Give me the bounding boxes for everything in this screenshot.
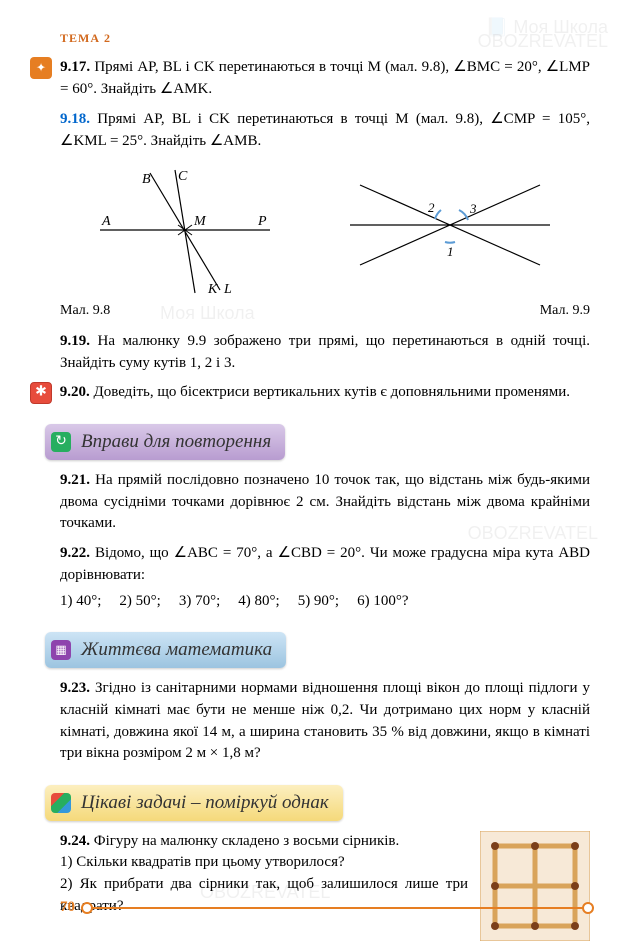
- problem-number: 9.19.: [60, 333, 90, 349]
- problem-number: 9.23.: [60, 680, 90, 696]
- problem-number: 9.24.: [60, 833, 90, 849]
- problem-text: Відомо, що ∠ABC = 70°, а ∠CBD = 20°. Чи …: [60, 545, 590, 583]
- problem-text: Прямі AP, BL і CK перетинаються в точці …: [60, 111, 590, 149]
- section-title: Життєва математика: [81, 639, 272, 660]
- option: 6) 100°?: [357, 591, 408, 613]
- svg-text:B: B: [142, 172, 151, 187]
- matches-figure: [480, 831, 590, 941]
- problem-9-20: 9.20. Доведіть, що бісектриси вертикальн…: [60, 382, 590, 404]
- problem-number: 9.22.: [60, 545, 90, 561]
- figure-caption: Мал. 9.9: [540, 301, 590, 321]
- problem-text: Доведіть, що бісектриси вертикальних кут…: [94, 384, 571, 400]
- problem-text: На малюнку 9.9 зображено три прямі, що п…: [60, 333, 590, 371]
- section-review: Вправи для повторення: [45, 424, 285, 460]
- problem-9-17: 9.17. Прямі AP, BL і CK перетинаються в …: [60, 57, 590, 101]
- section-life-math: Життєва математика: [45, 632, 286, 668]
- svg-text:L: L: [223, 282, 232, 295]
- section-title: Цікаві задачі – поміркуй однак: [81, 792, 329, 813]
- refresh-icon: [51, 432, 71, 452]
- problem-9-18: 9.18. Прямі AP, BL і CK перетинаються в …: [60, 109, 590, 153]
- figure-9-9: 2 3 1: [340, 170, 560, 290]
- option: 3) 70°;: [179, 591, 220, 613]
- page-footer: 70: [60, 897, 590, 919]
- svg-text:P: P: [257, 214, 267, 229]
- option: 5) 90°;: [298, 591, 339, 613]
- notebook-icon: [51, 640, 71, 660]
- problem-9-24: 9.24. Фігуру на малюнку складено з восьм…: [60, 831, 590, 941]
- section-interesting: Цікаві задачі – поміркуй однак: [45, 785, 343, 821]
- cube-icon: [51, 793, 71, 813]
- svg-text:1: 1: [447, 244, 454, 259]
- page-number: 70: [60, 897, 75, 919]
- section-title: Вправи для повторення: [81, 431, 271, 452]
- option: 1) 40°;: [60, 591, 101, 613]
- answer-options: 1) 40°; 2) 50°; 3) 70°; 4) 80°; 5) 90°; …: [60, 591, 590, 613]
- option: 4) 80°;: [238, 591, 279, 613]
- star-icon: [30, 382, 52, 404]
- figures-row: A B C M P K L 2 3 1: [60, 165, 590, 295]
- problem-9-19: 9.19. На малюнку 9.9 зображено три прямі…: [60, 331, 590, 375]
- difficulty-icon: [30, 57, 52, 79]
- problem-number: 9.20.: [60, 384, 90, 400]
- figure-caption: Мал. 9.8: [60, 301, 110, 321]
- problem-text: На прямій послідовно позначено 10 точок …: [60, 472, 590, 532]
- option: 2) 50°;: [119, 591, 160, 613]
- problem-number: 9.18.: [60, 111, 90, 127]
- svg-text:3: 3: [469, 201, 477, 216]
- svg-text:K: K: [207, 282, 218, 295]
- problem-q1: 1) Скільки квадратів при цьому утворилос…: [60, 854, 345, 870]
- problem-text: Прямі AP, BL і CK перетинаються в точці …: [60, 59, 590, 97]
- svg-text:C: C: [178, 169, 188, 184]
- problem-9-23: 9.23. Згідно із санітарними нормами відн…: [60, 678, 590, 765]
- problem-number: 9.17.: [60, 59, 90, 75]
- svg-text:A: A: [101, 214, 111, 229]
- problem-9-21: 9.21. На прямій послідовно позначено 10 …: [60, 470, 590, 535]
- problem-9-22: 9.22. Відомо, що ∠ABC = 70°, а ∠CBD = 20…: [60, 543, 590, 612]
- footer-rule: [85, 907, 590, 909]
- figure-9-8: A B C M P K L: [90, 165, 280, 295]
- problem-intro: Фігуру на малюнку складено з восьми сірн…: [94, 833, 400, 849]
- chapter-label: ТЕМА 2: [60, 30, 590, 47]
- problem-number: 9.21.: [60, 472, 90, 488]
- figure-captions: Мал. 9.8 Мал. 9.9: [60, 301, 590, 321]
- svg-text:M: M: [193, 214, 207, 229]
- textbook-page: 📘 Моя Школа OBOZREVATEL Моя Школа OBOZRE…: [0, 0, 638, 945]
- problem-text: Згідно із санітарними нормами відношення…: [60, 680, 590, 761]
- svg-text:2: 2: [428, 200, 435, 215]
